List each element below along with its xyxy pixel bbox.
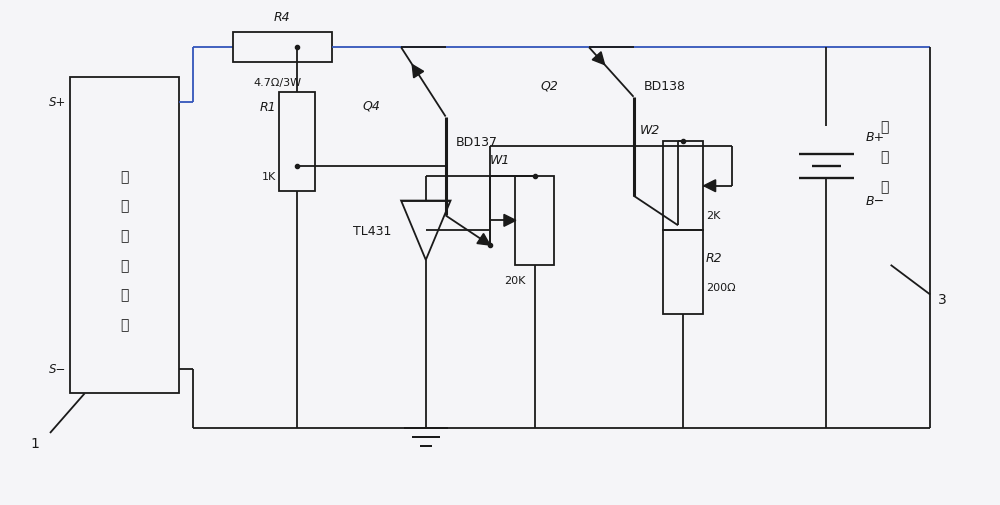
Text: 200Ω: 200Ω — [706, 283, 735, 292]
Polygon shape — [704, 180, 716, 192]
Text: B−: B− — [866, 195, 885, 208]
Polygon shape — [477, 234, 490, 245]
Text: TL431: TL431 — [353, 224, 391, 237]
Text: 太: 太 — [120, 170, 128, 183]
Text: 蓄: 蓄 — [881, 120, 889, 134]
Text: S−: S− — [49, 363, 67, 375]
Text: 3: 3 — [938, 293, 947, 307]
Text: Q2: Q2 — [541, 80, 558, 92]
Text: 1K: 1K — [262, 172, 276, 181]
Polygon shape — [412, 66, 424, 79]
Text: 阳: 阳 — [120, 199, 128, 213]
Text: 池: 池 — [881, 179, 889, 193]
Text: W1: W1 — [490, 154, 510, 167]
Text: 2K: 2K — [706, 211, 720, 221]
Text: R4: R4 — [274, 11, 291, 24]
Bar — [663, 142, 703, 231]
Text: R2: R2 — [706, 251, 722, 265]
Text: 池: 池 — [120, 288, 128, 302]
Text: 4.7Ω/3W: 4.7Ω/3W — [253, 78, 302, 88]
Text: 电: 电 — [120, 259, 128, 272]
Text: R1: R1 — [260, 101, 276, 114]
Bar — [233, 33, 332, 63]
Bar — [663, 231, 703, 315]
Text: BD137: BD137 — [455, 135, 497, 148]
Text: BD138: BD138 — [643, 80, 685, 92]
Text: 电: 电 — [881, 150, 889, 164]
Text: W2: W2 — [640, 124, 660, 137]
Text: S+: S+ — [49, 96, 67, 109]
Text: 板: 板 — [120, 318, 128, 332]
Text: 20K: 20K — [504, 275, 526, 285]
Text: 能: 能 — [120, 229, 128, 243]
Polygon shape — [504, 215, 516, 227]
Bar — [515, 176, 554, 265]
Text: B+: B+ — [866, 130, 885, 143]
Text: Q4: Q4 — [362, 99, 380, 112]
Polygon shape — [592, 53, 605, 66]
Bar — [279, 92, 315, 191]
Bar — [70, 78, 179, 394]
Text: 1: 1 — [31, 436, 40, 450]
